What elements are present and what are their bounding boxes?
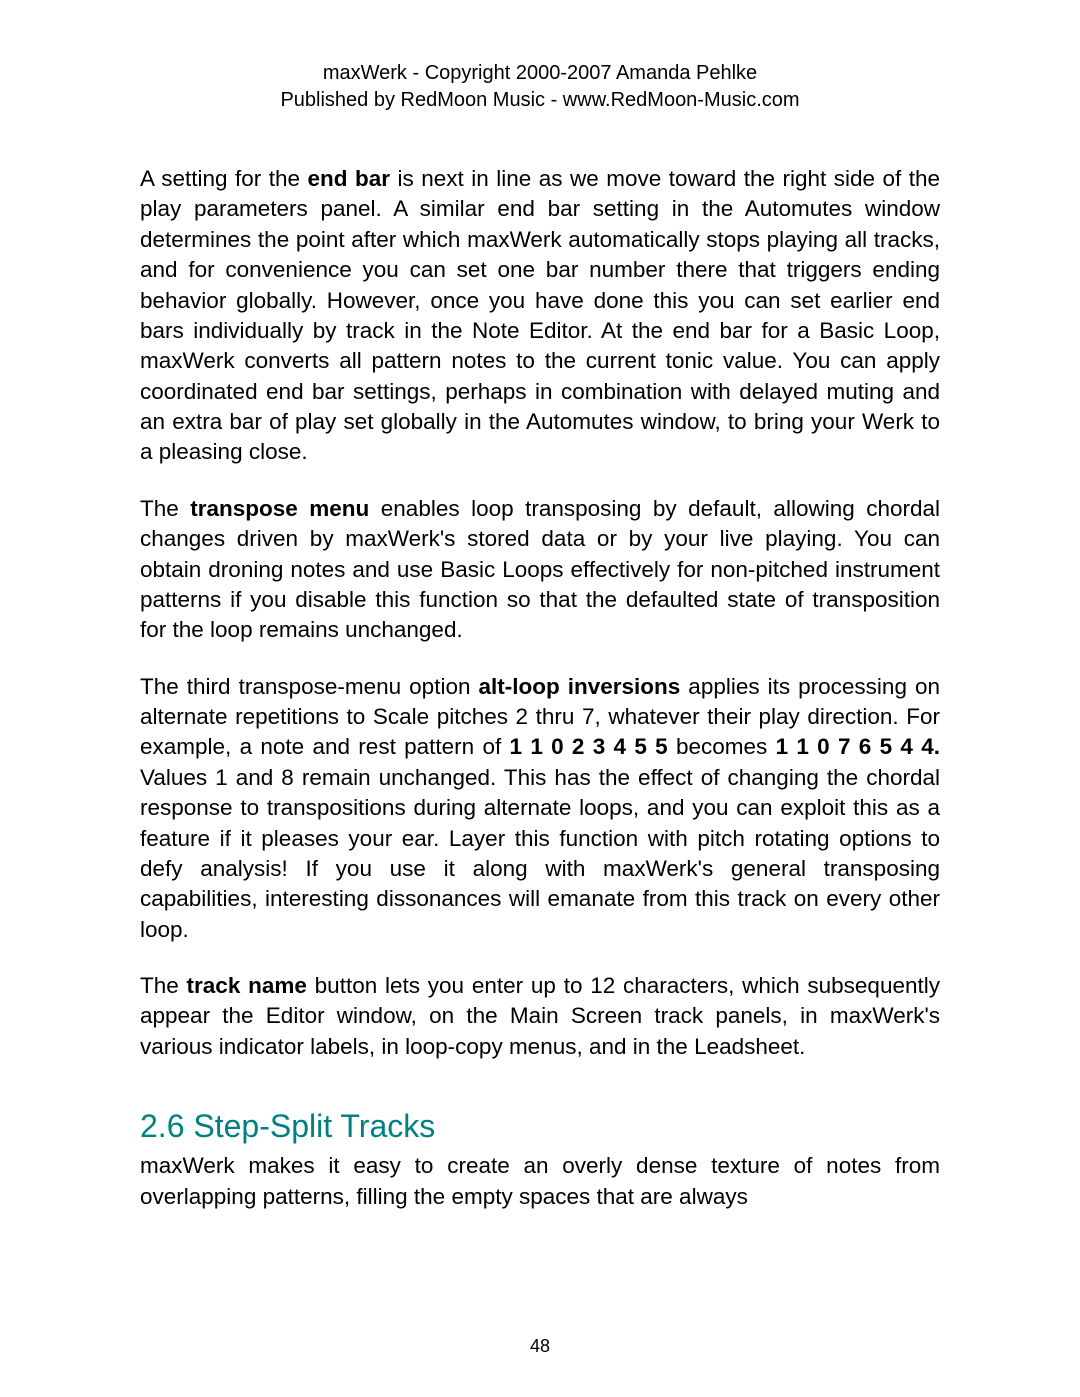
bold-pattern-before: 1 1 0 2 3 4 5 5 <box>510 734 668 759</box>
text: becomes <box>668 734 776 759</box>
bold-track-name: track name <box>187 973 307 998</box>
text: The <box>140 496 190 521</box>
bold-alt-loop-inversions: alt-loop inversions <box>479 674 681 699</box>
text: maxWerk makes it easy to create an overl… <box>140 1153 940 1208</box>
text: is next in line as we move toward the ri… <box>140 166 940 464</box>
text: The third transpose-menu option <box>140 674 479 699</box>
text: Values 1 and 8 remain unchanged. This ha… <box>140 765 940 942</box>
header-line-1: maxWerk - Copyright 2000-2007 Amanda Peh… <box>323 62 757 84</box>
bold-transpose-menu: transpose menu <box>190 496 369 521</box>
document-page: maxWerk - Copyright 2000-2007 Amanda Peh… <box>0 0 1080 1397</box>
paragraph-alt-loop: The third transpose-menu option alt-loop… <box>140 672 940 945</box>
bold-end-bar: end bar <box>308 166 391 191</box>
text: A setting for the <box>140 166 308 191</box>
paragraph-transpose-menu: The transpose menu enables loop transpos… <box>140 494 940 646</box>
paragraph-step-split-intro: maxWerk makes it easy to create an overl… <box>140 1151 940 1212</box>
header-line-2: Published by RedMoon Music - www.RedMoon… <box>280 89 799 111</box>
text: The <box>140 973 187 998</box>
section-heading-step-split: 2.6 Step-Split Tracks <box>140 1108 940 1145</box>
page-number: 48 <box>0 1336 1080 1357</box>
paragraph-track-name: The track name button lets you enter up … <box>140 971 940 1062</box>
paragraph-end-bar: A setting for the end bar is next in lin… <box>140 164 940 468</box>
page-header: maxWerk - Copyright 2000-2007 Amanda Peh… <box>140 60 940 114</box>
bold-pattern-after: 1 1 0 7 6 5 4 4. <box>776 734 940 759</box>
